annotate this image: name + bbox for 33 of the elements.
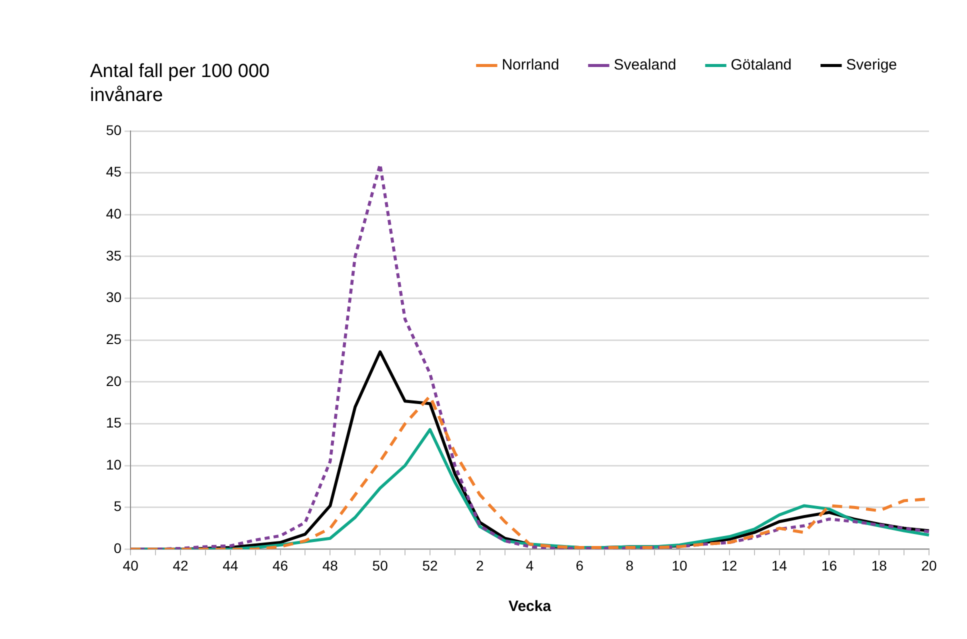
y-axis-title: Antal fall per 100 000 invånare bbox=[90, 60, 271, 108]
y-tick-label: 45 bbox=[106, 164, 122, 180]
x-tick-label: 42 bbox=[172, 557, 188, 574]
y-tick-label: 50 bbox=[106, 122, 122, 138]
x-tick-label: 2 bbox=[476, 557, 484, 574]
legend-label: Norrland bbox=[502, 56, 560, 74]
y-tick-label: 0 bbox=[114, 540, 122, 556]
x-tick-label: 52 bbox=[422, 557, 438, 574]
x-tick-label: 46 bbox=[272, 557, 288, 574]
x-tick-label: 6 bbox=[576, 557, 584, 574]
legend-label: Götaland bbox=[730, 56, 792, 74]
x-tick-label: 10 bbox=[672, 557, 688, 574]
y-tick-label: 30 bbox=[106, 289, 122, 306]
x-tick-label: 20 bbox=[921, 557, 937, 574]
x-tick-label: 18 bbox=[871, 557, 888, 574]
x-tick-label: 50 bbox=[372, 557, 388, 574]
x-tick-label: 12 bbox=[722, 557, 738, 574]
x-tick-label: 44 bbox=[222, 557, 238, 574]
legend-label: Sverige bbox=[846, 56, 897, 74]
y-tick-label: 20 bbox=[106, 372, 122, 389]
x-axis-title: Vecka bbox=[508, 598, 552, 616]
y-tick-label: 35 bbox=[106, 247, 122, 264]
y-tick-label: 40 bbox=[106, 206, 122, 222]
y-tick-label: 10 bbox=[106, 456, 122, 472]
x-tick-label: 14 bbox=[772, 557, 788, 574]
y-tick-label: 15 bbox=[106, 414, 122, 431]
y-tick-label: 5 bbox=[114, 498, 122, 514]
x-tick-label: 48 bbox=[322, 557, 338, 574]
y-tick-label: 25 bbox=[106, 330, 122, 347]
x-tick-label: 4 bbox=[526, 557, 534, 574]
x-tick-label: 8 bbox=[626, 557, 634, 574]
x-tick-label: 16 bbox=[821, 557, 838, 574]
legend-label: Svealand bbox=[614, 56, 676, 74]
